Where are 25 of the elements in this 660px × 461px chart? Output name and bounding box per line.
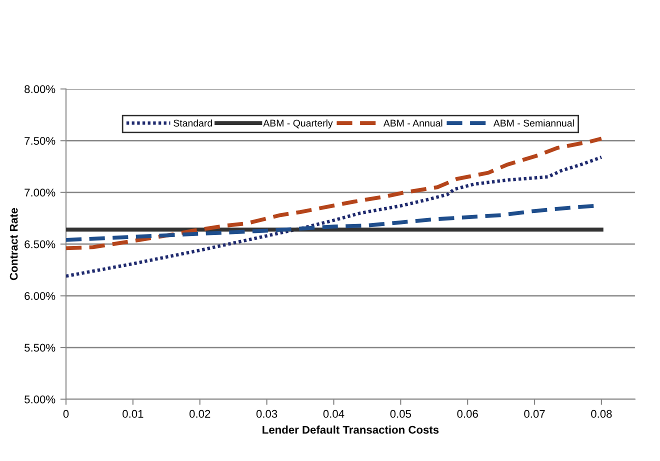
x-tick-label: 0.02 [189,410,210,418]
x-tick-label: 0.05 [390,410,412,418]
legend-label: Standard [174,119,212,127]
x-tick-label: 0.08 [591,410,612,418]
y-axis-title: Contract Rate [10,208,18,280]
x-tick-label: 0.07 [524,410,545,418]
y-tick-label: 8.00% [24,85,56,94]
y-tick-label: 7.50% [24,136,56,145]
line-series [66,136,604,250]
line-series [66,204,597,242]
x-axis-title: Lender Default Transaction Costs [262,426,439,434]
x-tick-label: 0.03 [256,410,278,418]
y-tick-label: 6.00% [24,292,56,300]
y-tick-label: 5.50% [24,344,56,352]
x-tick-label: 0.04 [323,410,344,418]
legend-label: ABM - Semiannual [493,119,574,127]
legend-label: ABM - Annual [383,119,442,127]
legend-label: ABM - Quarterly [263,119,333,129]
x-tick-label: 0.06 [457,410,478,418]
x-tick-label: 0.01 [122,410,144,418]
y-tick-label: 7.00% [24,188,56,197]
x-tick-label: 0 [63,410,69,418]
line-series [66,156,604,278]
y-tick-label: 5.00% [24,395,56,404]
y-tick-label: 6.50% [24,240,56,248]
